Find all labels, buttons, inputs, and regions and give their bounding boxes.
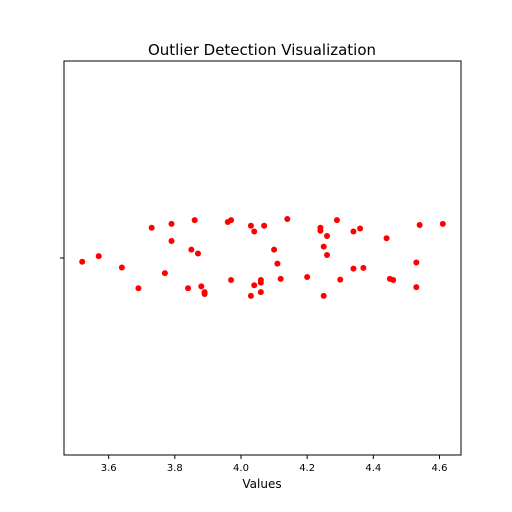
data-point [261,222,268,229]
data-point [390,276,397,283]
data-point [188,246,195,253]
data-point [324,251,331,258]
data-point [228,276,235,283]
data-point [274,260,281,267]
data-point [304,273,311,280]
data-point [168,220,175,227]
data-point [333,217,340,224]
data-point [185,285,192,292]
data-point [198,283,205,290]
data-point [284,215,291,222]
data-point [350,265,357,272]
x-tick-label: 4.6 [432,463,448,474]
x-tick-label: 4.4 [365,463,381,474]
data-point [201,290,208,297]
chart-title: Outlier Detection Visualization [148,41,376,59]
x-axis: 3.6 3.8 4.0 4.2 4.4 4.6 [101,455,448,474]
data-point [257,289,264,296]
data-point [360,264,367,271]
data-point [271,246,278,253]
plot-area [63,60,462,456]
data-point [247,222,254,229]
data-point [277,275,284,282]
data-points [79,215,446,299]
data-point [383,235,390,242]
x-tick-label: 4.0 [233,463,249,474]
x-axis-label: Values [242,477,281,491]
data-point [135,285,142,292]
data-point [168,237,175,244]
data-point [320,292,327,299]
data-point [194,250,201,257]
data-point [413,259,420,266]
data-point [247,292,254,299]
data-point [439,220,446,227]
data-point [251,282,258,289]
data-point [95,253,102,260]
data-point [79,258,86,265]
x-tick-label: 3.8 [167,463,183,474]
data-point [317,227,324,234]
data-point [357,225,364,232]
data-point [416,222,423,229]
data-point [161,270,168,277]
data-point [324,233,331,240]
data-point [257,279,264,286]
data-point [148,224,155,231]
x-tick-label: 4.2 [299,463,315,474]
data-point [228,217,235,224]
x-tick-label: 3.6 [101,463,117,474]
data-point [337,276,344,283]
data-point [320,243,327,250]
data-point [413,284,420,291]
data-point [350,228,357,235]
data-point [251,228,258,235]
data-point [191,217,198,224]
data-point [118,264,125,271]
